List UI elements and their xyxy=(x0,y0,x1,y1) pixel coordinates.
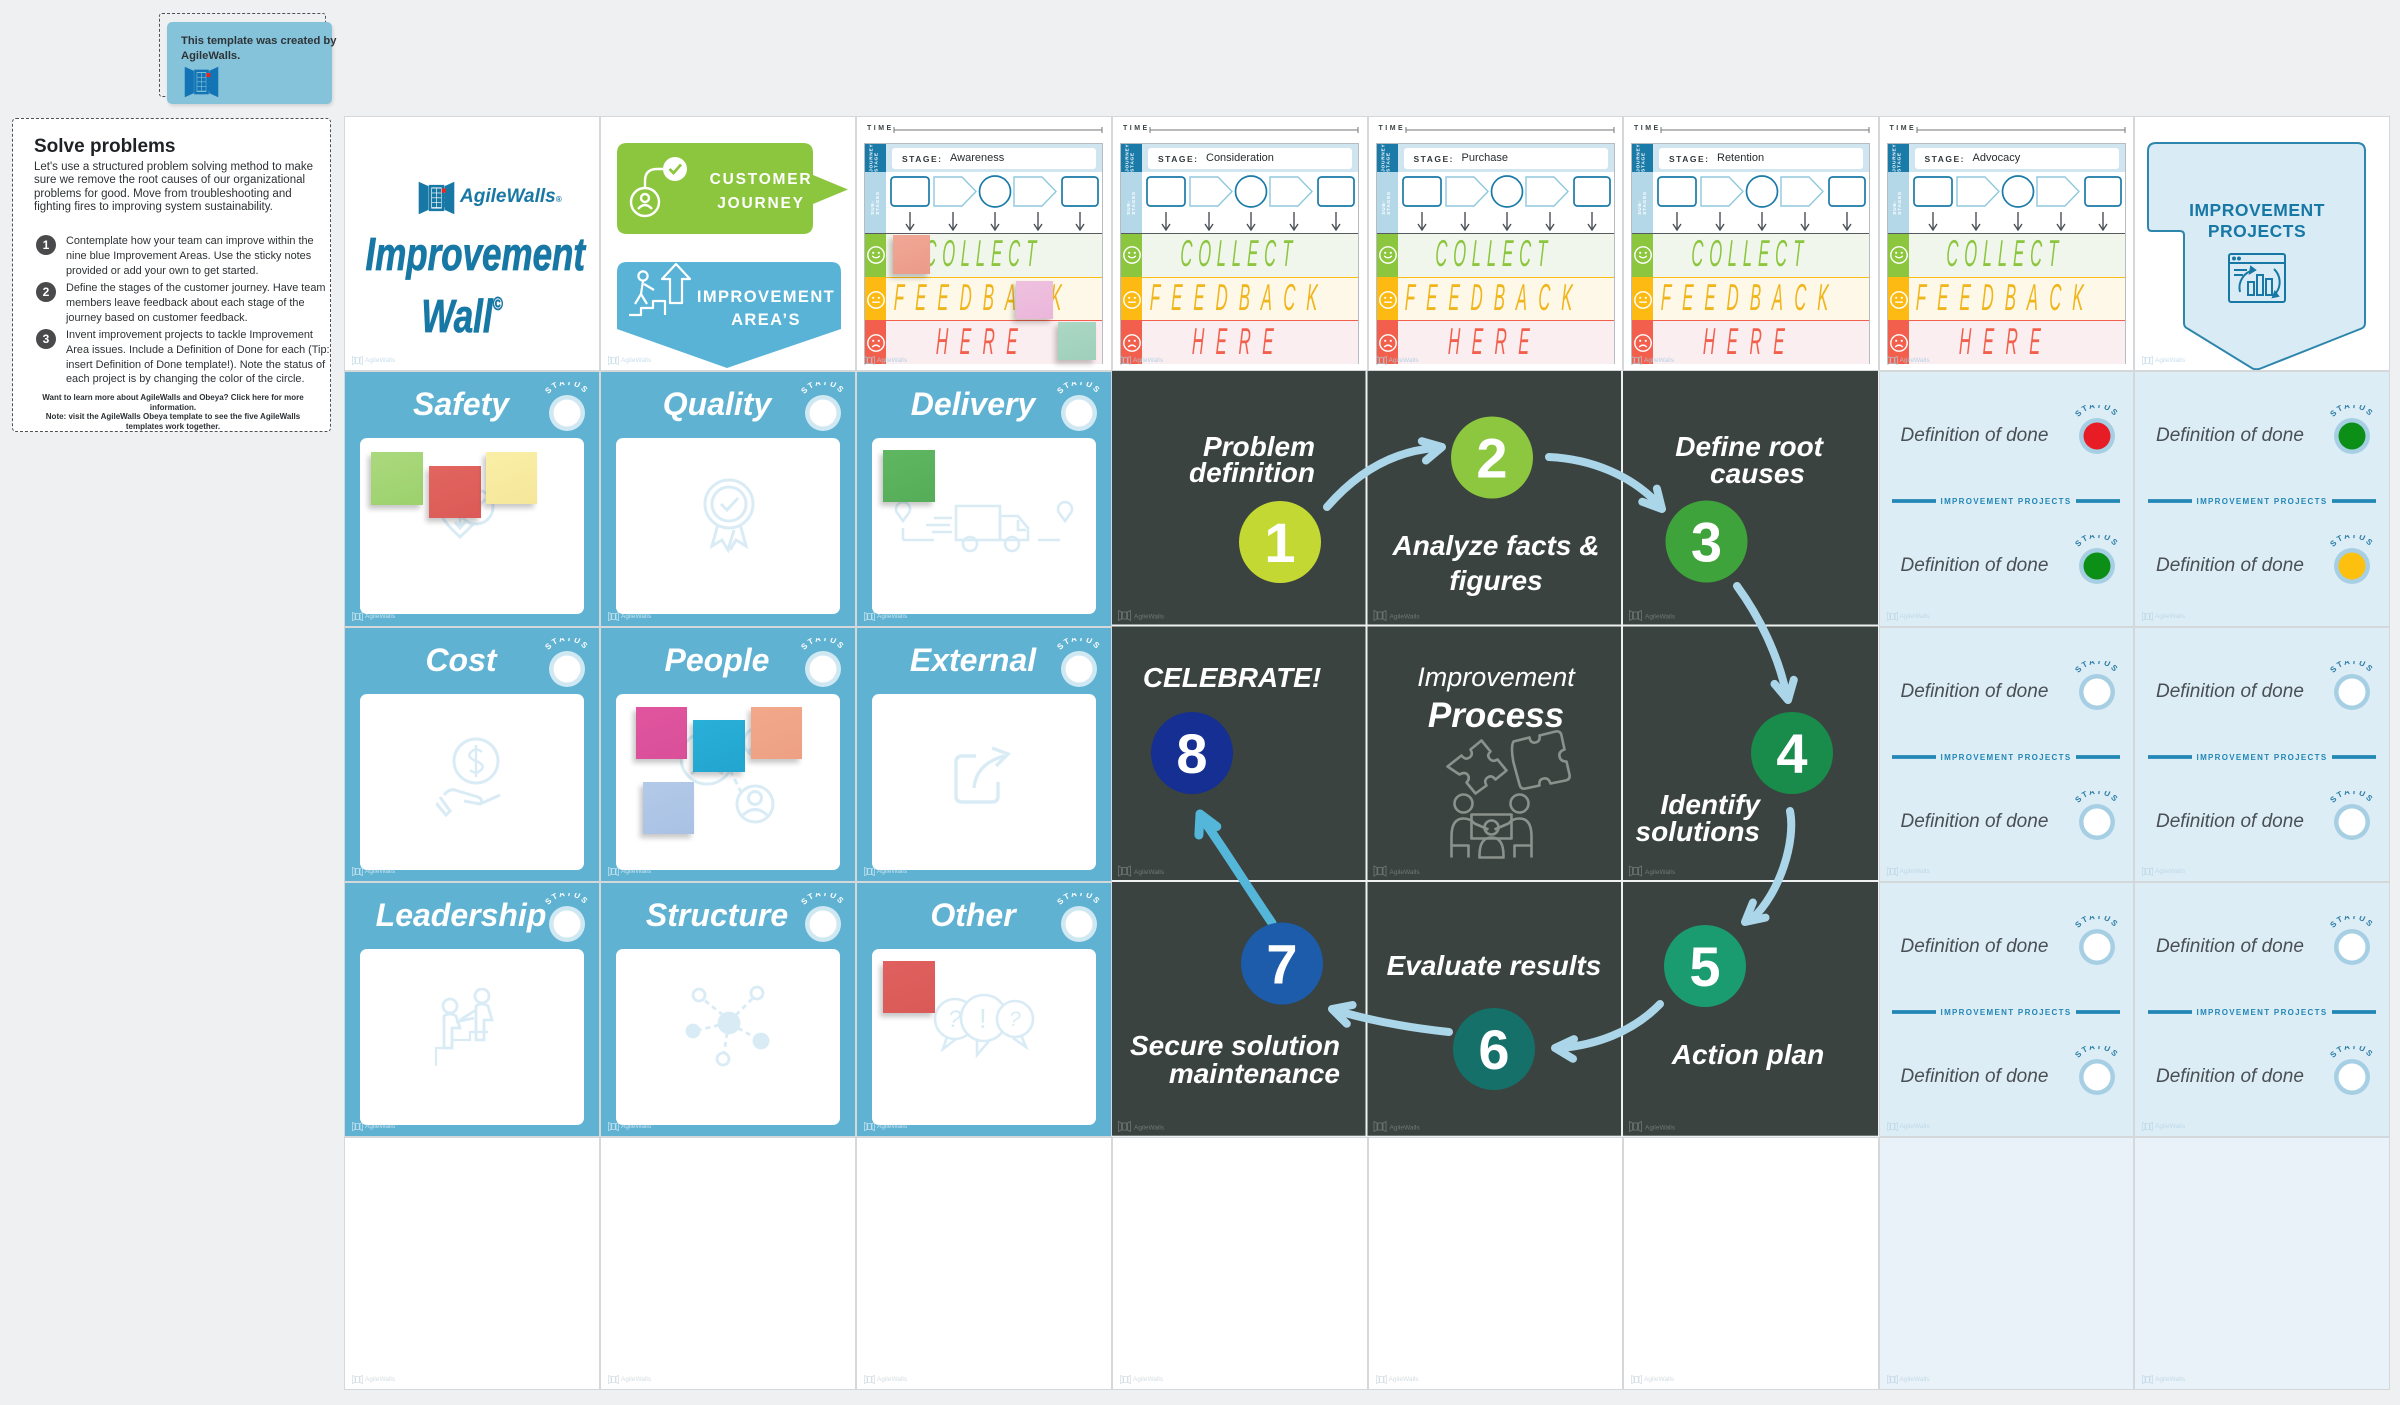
svg-text:STATUS: STATUS xyxy=(2073,535,2120,549)
svg-text:CELEBRATE!: CELEBRATE! xyxy=(1143,662,1321,693)
svg-text:IMPROVEMENT PROJECTS: IMPROVEMENT PROJECTS xyxy=(2197,497,2328,506)
svg-text:AgileWalls: AgileWalls xyxy=(1134,614,1165,621)
svg-text:figures: figures xyxy=(1449,565,1542,596)
svg-text:Analyze facts &: Analyze facts & xyxy=(1392,530,1600,561)
svg-text:STATUS: STATUS xyxy=(2073,791,2120,805)
svg-text:CUSTOMER: CUSTOMER xyxy=(710,171,813,188)
svg-text:IMPROVEMENT: IMPROVEMENT xyxy=(2189,200,2325,220)
svg-text:AREA’S: AREA’S xyxy=(731,311,801,329)
svg-text:STATUS: STATUS xyxy=(2328,405,2375,419)
svg-text:Process: Process xyxy=(1428,696,1564,735)
svg-text:STATUS: STATUS xyxy=(2073,916,2120,930)
svg-text:STATUS: STATUS xyxy=(799,638,846,652)
svg-text:8: 8 xyxy=(1176,722,1207,785)
svg-text:Problem: Problem xyxy=(1203,431,1315,462)
svg-text:AgileWalls: AgileWalls xyxy=(1134,869,1165,876)
svg-text:Evaluate results: Evaluate results xyxy=(1387,950,1602,981)
svg-text:causes: causes xyxy=(1710,458,1805,489)
svg-text:IMPROVEMENT PROJECTS: IMPROVEMENT PROJECTS xyxy=(2197,753,2328,762)
svg-text:STATUS: STATUS xyxy=(1055,382,1102,396)
svg-text:Action plan: Action plan xyxy=(1671,1039,1824,1070)
svg-text:!: ! xyxy=(979,1003,987,1034)
svg-text:Identify: Identify xyxy=(1660,789,1761,820)
svg-text:AgileWalls: AgileWalls xyxy=(1390,614,1421,621)
svg-text:4: 4 xyxy=(1776,722,1807,785)
svg-text:STATUS: STATUS xyxy=(2328,916,2375,930)
svg-text:STATUS: STATUS xyxy=(2073,405,2120,419)
svg-text:PROJECTS: PROJECTS xyxy=(2208,221,2306,241)
svg-text:7: 7 xyxy=(1266,933,1297,996)
svg-text:AgileWalls: AgileWalls xyxy=(1390,1125,1421,1132)
svg-text:IMPROVEMENT: IMPROVEMENT xyxy=(697,288,835,306)
svg-text:solutions: solutions xyxy=(1636,816,1760,847)
svg-text:IMPROVEMENT PROJECTS: IMPROVEMENT PROJECTS xyxy=(2197,1008,2328,1017)
svg-text:2: 2 xyxy=(1476,427,1507,490)
svg-text:maintenance: maintenance xyxy=(1169,1058,1340,1089)
svg-text:STATUS: STATUS xyxy=(2328,791,2375,805)
svg-text:Define root: Define root xyxy=(1675,431,1824,462)
svg-text:AgileWalls: AgileWalls xyxy=(1134,1125,1165,1132)
svg-text:5: 5 xyxy=(1689,935,1720,998)
svg-text:AgileWalls: AgileWalls xyxy=(1390,869,1421,876)
svg-text:STATUS: STATUS xyxy=(2073,661,2120,675)
svg-text:IMPROVEMENT PROJECTS: IMPROVEMENT PROJECTS xyxy=(1941,497,2072,506)
svg-text:STATUS: STATUS xyxy=(2073,1046,2120,1060)
svg-text:AgileWalls: AgileWalls xyxy=(1645,869,1676,876)
svg-text:?: ? xyxy=(948,1006,962,1033)
svg-text:IMPROVEMENT PROJECTS: IMPROVEMENT PROJECTS xyxy=(1941,1008,2072,1017)
svg-text:STATUS: STATUS xyxy=(543,382,590,396)
svg-text:6: 6 xyxy=(1478,1018,1509,1081)
svg-text:STATUS: STATUS xyxy=(543,893,590,907)
svg-text:JOURNEY: JOURNEY xyxy=(717,195,805,212)
svg-text:?: ? xyxy=(1009,1008,1021,1031)
svg-text:STATUS: STATUS xyxy=(799,382,846,396)
svg-text:3: 3 xyxy=(1691,511,1722,574)
svg-text:STATUS: STATUS xyxy=(2328,535,2375,549)
svg-text:STATUS: STATUS xyxy=(799,893,846,907)
svg-text:AgileWalls: AgileWalls xyxy=(1645,614,1676,621)
svg-text:1: 1 xyxy=(1264,511,1295,574)
svg-text:IMPROVEMENT PROJECTS: IMPROVEMENT PROJECTS xyxy=(1941,753,2072,762)
svg-text:STATUS: STATUS xyxy=(2328,661,2375,675)
svg-text:STATUS: STATUS xyxy=(1055,893,1102,907)
svg-text:definition: definition xyxy=(1189,457,1315,488)
svg-text:Secure solution: Secure solution xyxy=(1130,1030,1340,1061)
svg-text:AgileWalls: AgileWalls xyxy=(1645,1125,1676,1132)
svg-text:STATUS: STATUS xyxy=(1055,638,1102,652)
svg-text:STATUS: STATUS xyxy=(2328,1046,2375,1060)
svg-text:STATUS: STATUS xyxy=(543,638,590,652)
svg-text:Improvement: Improvement xyxy=(1417,662,1576,692)
